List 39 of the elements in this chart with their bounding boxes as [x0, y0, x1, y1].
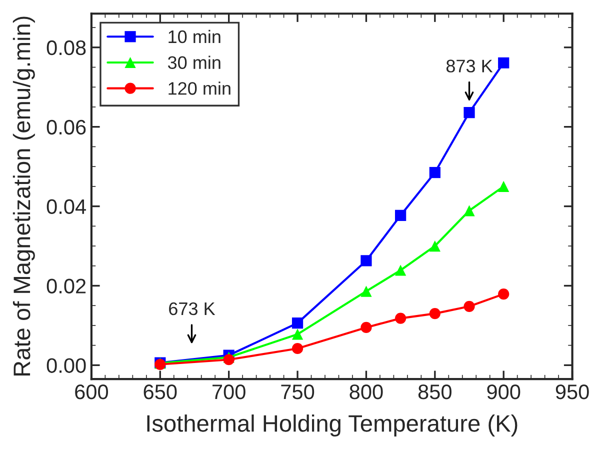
x-tick-label: 950	[556, 384, 589, 400]
point	[429, 240, 440, 252]
y-tick-label: 0.02	[46, 278, 86, 294]
x-tick-label: 650	[144, 384, 177, 400]
point	[395, 264, 406, 276]
point	[498, 57, 510, 68]
point	[464, 106, 475, 118]
x-tick-label: 800	[350, 384, 383, 400]
annotation: 873 K	[446, 60, 493, 72]
x-tick-label: 600	[75, 384, 108, 400]
x-tick-label: 750	[281, 384, 314, 400]
point	[360, 255, 372, 266]
point	[223, 354, 234, 366]
y-tick-label: 0.04	[46, 199, 86, 214]
point	[498, 180, 510, 192]
y-tick-label: 0.08	[46, 40, 86, 56]
point	[292, 328, 304, 340]
point	[395, 312, 406, 324]
point	[429, 166, 440, 178]
point	[429, 308, 440, 320]
point	[292, 318, 304, 329]
point	[292, 342, 304, 354]
point	[464, 205, 475, 216]
x-axis-title: Isothermal Holding Temperature (K)	[147, 414, 518, 436]
annotation: 673 K	[169, 302, 216, 316]
point	[395, 210, 406, 221]
legend-label: 30 min	[168, 56, 220, 69]
y-tick-label: 0.00	[46, 358, 86, 373]
point	[498, 288, 510, 300]
x-tick-label: 700	[212, 384, 246, 400]
x-tick-label: 850	[418, 384, 452, 400]
point	[464, 300, 475, 312]
y-tick-label: 0.06	[46, 120, 86, 135]
point	[360, 322, 372, 334]
y-axis-title: Rate of Magnetization (emu/g.min)	[12, 16, 35, 376]
legend-label: 120 min	[168, 82, 230, 95]
legend-label: 10 min	[168, 30, 220, 44]
point	[360, 286, 372, 297]
x-tick-label: 900	[487, 384, 520, 400]
